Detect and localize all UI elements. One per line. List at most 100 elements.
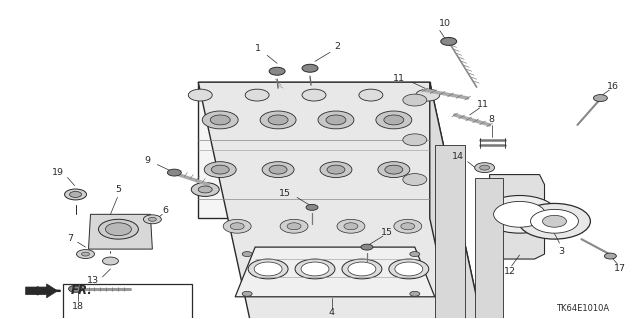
Bar	[435, 145, 465, 319]
Circle shape	[223, 219, 251, 233]
Circle shape	[254, 262, 282, 276]
Text: 16: 16	[607, 82, 620, 91]
Circle shape	[262, 162, 294, 178]
Polygon shape	[235, 247, 435, 297]
Polygon shape	[490, 174, 545, 259]
Circle shape	[543, 215, 566, 227]
Circle shape	[348, 262, 376, 276]
Circle shape	[389, 259, 429, 279]
Circle shape	[269, 67, 285, 75]
Text: 4: 4	[329, 308, 335, 317]
Circle shape	[376, 111, 412, 129]
Circle shape	[410, 252, 420, 256]
Text: 18: 18	[72, 302, 84, 311]
Circle shape	[191, 182, 220, 197]
Text: 3: 3	[559, 247, 564, 256]
Circle shape	[378, 162, 410, 178]
Circle shape	[403, 134, 427, 146]
Circle shape	[361, 244, 373, 250]
Circle shape	[301, 262, 329, 276]
Circle shape	[230, 223, 244, 230]
Text: TK64E1010A: TK64E1010A	[556, 304, 609, 313]
Circle shape	[518, 204, 591, 239]
Circle shape	[77, 249, 95, 258]
Polygon shape	[26, 284, 58, 298]
Text: 11: 11	[477, 100, 489, 108]
Circle shape	[143, 215, 161, 224]
Circle shape	[102, 257, 118, 265]
Circle shape	[384, 115, 404, 125]
Circle shape	[326, 115, 346, 125]
Text: 12: 12	[504, 267, 516, 277]
Text: 7: 7	[68, 234, 74, 243]
Text: 19: 19	[52, 168, 63, 177]
Circle shape	[342, 259, 382, 279]
Circle shape	[493, 201, 545, 227]
Circle shape	[242, 252, 252, 256]
Circle shape	[416, 89, 440, 101]
Bar	[63, 284, 192, 319]
Circle shape	[198, 186, 212, 193]
Bar	[475, 178, 502, 319]
Circle shape	[211, 165, 229, 174]
Text: 11: 11	[393, 74, 405, 83]
Circle shape	[482, 196, 557, 233]
Text: 15: 15	[279, 189, 291, 198]
Text: 14: 14	[452, 152, 464, 161]
Circle shape	[65, 189, 86, 200]
Circle shape	[531, 209, 579, 233]
Circle shape	[287, 223, 301, 230]
Text: 15: 15	[381, 228, 393, 237]
Circle shape	[210, 115, 230, 125]
Text: 2: 2	[334, 42, 340, 51]
Circle shape	[401, 223, 415, 230]
Text: 5: 5	[115, 185, 122, 194]
Circle shape	[394, 219, 422, 233]
Circle shape	[295, 259, 335, 279]
Circle shape	[593, 95, 607, 101]
Text: 13: 13	[87, 276, 99, 286]
Circle shape	[269, 165, 287, 174]
Text: 10: 10	[439, 19, 451, 28]
Circle shape	[475, 163, 495, 173]
Circle shape	[302, 64, 318, 72]
Circle shape	[68, 286, 83, 292]
Text: 1: 1	[255, 44, 261, 53]
Circle shape	[106, 223, 131, 236]
Circle shape	[318, 111, 354, 129]
Circle shape	[70, 191, 81, 197]
Circle shape	[385, 165, 403, 174]
Circle shape	[441, 37, 457, 45]
Polygon shape	[88, 214, 152, 249]
Circle shape	[306, 204, 318, 210]
Circle shape	[327, 165, 345, 174]
Circle shape	[395, 262, 423, 276]
Text: 9: 9	[145, 156, 150, 165]
Circle shape	[99, 219, 138, 239]
Polygon shape	[430, 82, 484, 319]
Circle shape	[302, 89, 326, 101]
Circle shape	[245, 89, 269, 101]
Circle shape	[81, 252, 90, 256]
Circle shape	[344, 223, 358, 230]
Polygon shape	[198, 82, 484, 319]
Text: FR.: FR.	[70, 284, 92, 297]
Text: 17: 17	[614, 264, 627, 273]
Circle shape	[403, 174, 427, 185]
Circle shape	[403, 94, 427, 106]
Circle shape	[320, 162, 352, 178]
Circle shape	[188, 89, 212, 101]
Circle shape	[359, 89, 383, 101]
Circle shape	[204, 162, 236, 178]
Circle shape	[410, 291, 420, 296]
Circle shape	[280, 219, 308, 233]
Circle shape	[242, 291, 252, 296]
Circle shape	[148, 217, 156, 221]
Circle shape	[202, 111, 238, 129]
Text: 8: 8	[488, 115, 495, 124]
Circle shape	[337, 219, 365, 233]
Text: 6: 6	[163, 206, 168, 215]
Polygon shape	[198, 82, 430, 218]
Circle shape	[167, 169, 181, 176]
Circle shape	[604, 253, 616, 259]
